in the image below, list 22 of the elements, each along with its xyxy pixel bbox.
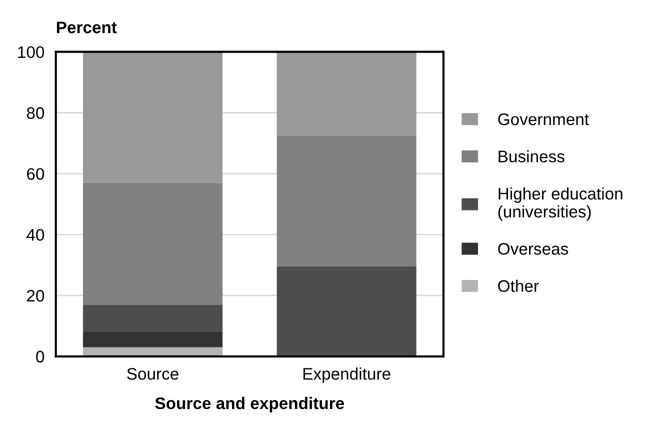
legend-label: Higher education (universities) <box>498 187 622 221</box>
y-tick-label: 100 <box>18 46 44 58</box>
x-tick-label: Source <box>127 368 178 380</box>
bar <box>82 182 223 305</box>
y-tick-label: 20 <box>27 290 44 302</box>
legend-label: Overseas <box>498 242 568 255</box>
y-tick-label: 0 <box>36 350 44 363</box>
x-tick-label: Expenditure <box>303 368 390 384</box>
x-axis-title: Source and expenditure <box>155 396 344 412</box>
legend-label: Government <box>498 113 589 126</box>
bar <box>82 304 223 332</box>
bar <box>82 52 223 183</box>
y-tick-label: 60 <box>27 168 44 180</box>
y-tick-label: 40 <box>26 228 44 241</box>
bar <box>276 136 416 267</box>
bar <box>82 332 223 348</box>
y-tick-label: 80 <box>26 107 44 119</box>
bar <box>276 266 416 356</box>
y-axis-title: Percent <box>56 22 117 34</box>
legend-label: Other <box>498 280 539 292</box>
bar <box>276 52 416 136</box>
legend-label: Business <box>498 150 564 162</box>
